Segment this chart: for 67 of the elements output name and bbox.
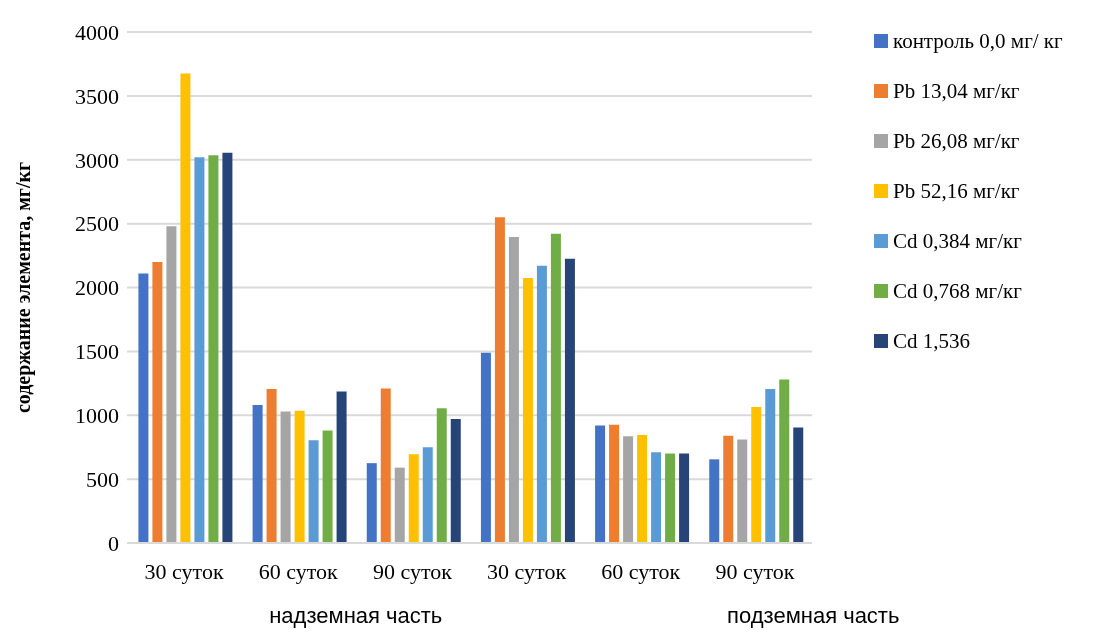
x-tick-label: 90 суток	[372, 558, 453, 584]
bar	[564, 258, 575, 543]
bar	[422, 447, 433, 543]
legend-label: Pb 26,08 мг/кг	[893, 128, 1020, 154]
bar	[536, 265, 547, 543]
y-tick-label: 1000	[75, 403, 119, 429]
bar	[436, 408, 447, 543]
y-tick-label: 3500	[75, 83, 119, 109]
legend-label: Pb 13,04 мг/кг	[893, 78, 1020, 104]
bar	[222, 152, 233, 543]
text: подземная часть	[726, 603, 901, 629]
bar	[180, 73, 191, 543]
bar	[366, 463, 377, 543]
bar	[394, 467, 405, 543]
bar	[138, 273, 149, 543]
bar	[595, 425, 606, 543]
bar	[609, 424, 620, 543]
y-axis-title: содержание элемента, мг/кг	[12, 161, 36, 414]
bar	[152, 261, 163, 543]
legend-label: контроль 0,0 мг/ кг	[893, 28, 1063, 54]
bar	[751, 406, 762, 543]
bar	[508, 237, 519, 543]
legend-label: Cd 1,536	[893, 328, 971, 354]
bar	[737, 439, 748, 543]
bar	[522, 277, 533, 543]
bar	[651, 452, 662, 543]
bar	[765, 389, 776, 543]
y-tick-label: 1500	[75, 339, 119, 365]
legend-label: Pb 52,16 мг/кг	[893, 178, 1020, 204]
bar	[550, 233, 561, 543]
bar	[637, 435, 648, 543]
bar	[208, 155, 219, 543]
bar	[779, 379, 790, 543]
legend-label: Cd 0,768 мг/кг	[893, 278, 1022, 304]
bar	[709, 459, 720, 543]
bar	[294, 410, 305, 543]
y-tick-label: 4000	[75, 19, 119, 45]
x-tick-label: 60 суток	[601, 558, 681, 584]
legend-label: Cd 0,384 мг/кг	[893, 228, 1022, 254]
bar	[336, 391, 347, 543]
bar	[308, 440, 319, 543]
bar	[450, 419, 461, 543]
x-tick-label: 60 суток	[258, 558, 339, 584]
x-tick-label: 30 суток	[487, 558, 567, 584]
bar	[494, 217, 505, 543]
bar	[408, 454, 419, 543]
bar	[623, 436, 634, 543]
y-tick-label: 2000	[75, 275, 119, 301]
bar	[679, 453, 690, 543]
bar	[723, 435, 734, 543]
x-tick-label: 90 суток	[715, 558, 795, 584]
x-tick-label: 30 суток	[144, 558, 224, 584]
y-tick-label: 500	[86, 466, 119, 492]
bar	[194, 157, 205, 543]
bar	[280, 411, 291, 543]
y-tick-label: 3000	[75, 147, 119, 173]
bar	[266, 389, 277, 543]
bar	[322, 430, 333, 543]
bar	[480, 352, 491, 543]
bar	[793, 427, 804, 543]
bar	[166, 226, 177, 543]
text: надземная часть	[268, 603, 444, 629]
y-tick-label: 2500	[75, 211, 119, 237]
y-tick-label: 0	[108, 530, 119, 556]
bar	[252, 405, 263, 543]
bar	[665, 453, 676, 543]
bar	[380, 388, 391, 543]
